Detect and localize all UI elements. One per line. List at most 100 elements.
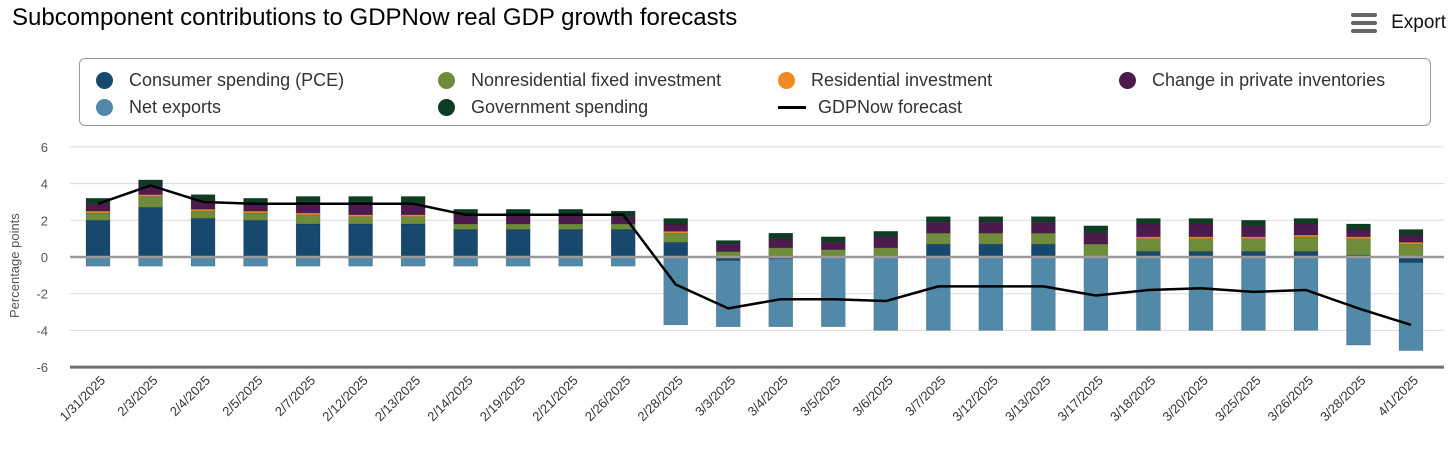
legend-item-inventories[interactable]: Change in private inventories xyxy=(1119,70,1385,91)
legend-item-pce[interactable]: Consumer spending (PCE) xyxy=(96,70,344,91)
bar-segment-pce[interactable] xyxy=(453,229,478,258)
bar-segment-inventories[interactable] xyxy=(505,214,531,225)
bar-segment-net-exports[interactable] xyxy=(505,256,531,267)
bar-segment-nonres[interactable] xyxy=(1083,243,1109,258)
legend-item-residential[interactable]: Residential investment xyxy=(778,70,992,91)
bar-segment-inventories[interactable] xyxy=(1188,223,1214,238)
bar-segment-nonres[interactable] xyxy=(1346,238,1371,256)
bar-segment-inventories[interactable] xyxy=(1083,232,1109,245)
bar-segment-government[interactable] xyxy=(1031,216,1056,223)
bar-segment-nonres[interactable] xyxy=(663,232,688,243)
bar-segment-pce[interactable] xyxy=(558,229,583,258)
bar-segment-inventories[interactable] xyxy=(1398,234,1424,243)
bar-segment-inventories[interactable] xyxy=(663,223,688,232)
bar-segment-residential[interactable] xyxy=(1136,236,1161,239)
bar-segment-nonres[interactable] xyxy=(453,223,478,230)
bar-segment-nonres[interactable] xyxy=(873,247,899,258)
bar-segment-inventories[interactable] xyxy=(926,221,951,234)
bar-segment-net-exports[interactable] xyxy=(348,256,373,267)
bar-segment-net-exports[interactable] xyxy=(138,256,163,267)
bar-segment-net-exports[interactable] xyxy=(1031,256,1056,331)
bar-segment-pce[interactable] xyxy=(138,207,163,258)
bar-segment-residential[interactable] xyxy=(85,210,111,214)
bar-segment-government[interactable] xyxy=(295,196,321,203)
bar-segment-pce[interactable] xyxy=(663,242,688,258)
bar-segment-net-exports[interactable] xyxy=(873,256,899,331)
bar-segment-residential[interactable] xyxy=(400,214,426,217)
bar-segment-inventories[interactable] xyxy=(1293,223,1319,236)
bar-segment-government[interactable] xyxy=(715,240,741,245)
bar-segment-government[interactable] xyxy=(1188,218,1214,225)
export-button[interactable]: Export xyxy=(1351,12,1446,34)
bar-segment-residential[interactable] xyxy=(190,209,216,212)
bar-segment-government[interactable] xyxy=(978,216,1004,223)
bar-segment-government[interactable] xyxy=(1346,223,1371,230)
bar-segment-net-exports[interactable] xyxy=(1241,256,1266,331)
bar-segment-net-exports[interactable] xyxy=(400,256,426,267)
legend-item-nonres[interactable]: Nonresidential fixed investment xyxy=(438,70,721,91)
bar-segment-pce[interactable] xyxy=(295,223,321,258)
bar-segment-nonres[interactable] xyxy=(295,214,321,225)
bar-segment-inventories[interactable] xyxy=(768,238,794,249)
bar-segment-residential[interactable] xyxy=(663,231,688,234)
bar-segment-net-exports[interactable] xyxy=(1136,256,1161,331)
bar-segment-net-exports[interactable] xyxy=(1188,256,1214,331)
bar-segment-residential[interactable] xyxy=(1293,234,1319,238)
bar-segment-residential[interactable] xyxy=(1241,236,1266,239)
bar-segment-inventories[interactable] xyxy=(558,214,583,225)
bar-segment-net-exports[interactable] xyxy=(558,256,583,267)
bar-segment-net-exports[interactable] xyxy=(190,256,216,267)
bar-segment-nonres[interactable] xyxy=(1136,238,1161,252)
bar-segment-inventories[interactable] xyxy=(1031,221,1056,234)
bar-segment-nonres[interactable] xyxy=(558,223,583,230)
bar-segment-net-exports[interactable] xyxy=(768,258,794,327)
bar-segment-residential[interactable] xyxy=(1346,236,1371,239)
hamburger-menu-icon[interactable] xyxy=(1351,13,1378,33)
bar-segment-net-exports[interactable] xyxy=(610,256,636,267)
bar-segment-net-exports[interactable] xyxy=(243,256,268,267)
bar-segment-residential[interactable] xyxy=(1188,236,1214,239)
bar-segment-nonres[interactable] xyxy=(1031,232,1056,245)
bar-segment-pce[interactable] xyxy=(926,243,951,258)
legend-item-government[interactable]: Government spending xyxy=(438,97,648,118)
bar-segment-nonres[interactable] xyxy=(978,232,1004,245)
bar-segment-government[interactable] xyxy=(1241,220,1266,227)
bar-segment-inventories[interactable] xyxy=(85,203,111,212)
bar-segment-nonres[interactable] xyxy=(505,223,531,230)
bar-segment-net-exports[interactable] xyxy=(821,256,846,327)
bar-segment-pce[interactable] xyxy=(348,223,373,258)
bar-segment-net-exports[interactable] xyxy=(926,256,951,331)
bar-segment-pce[interactable] xyxy=(505,229,531,258)
bar-segment-nonres[interactable] xyxy=(85,212,111,221)
bar-segment-pce[interactable] xyxy=(1031,243,1056,258)
bar-segment-government[interactable] xyxy=(926,216,951,223)
bar-segment-residential[interactable] xyxy=(348,214,373,217)
bar-segment-net-exports[interactable] xyxy=(85,256,111,267)
bar-segment-government[interactable] xyxy=(1293,218,1319,225)
bar-segment-pce[interactable] xyxy=(190,218,216,258)
bar-segment-nonres[interactable] xyxy=(1188,238,1214,252)
bar-segment-pce[interactable] xyxy=(400,223,426,258)
bar-segment-inventories[interactable] xyxy=(1241,225,1266,238)
bar-segment-nonres[interactable] xyxy=(1398,243,1424,258)
bar-segment-inventories[interactable] xyxy=(1346,229,1371,238)
bar-segment-pce[interactable] xyxy=(243,220,268,258)
bar-segment-inventories[interactable] xyxy=(978,221,1004,234)
bar-segment-inventories[interactable] xyxy=(453,214,478,225)
legend-item-net-exports[interactable]: Net exports xyxy=(96,97,221,118)
bar-segment-net-exports[interactable] xyxy=(715,260,741,327)
bar-segment-government[interactable] xyxy=(663,218,688,225)
bar-segment-nonres[interactable] xyxy=(400,216,426,225)
bar-segment-inventories[interactable] xyxy=(821,242,846,250)
bar-segment-nonres[interactable] xyxy=(926,232,951,245)
bar-segment-residential[interactable] xyxy=(138,194,163,197)
bar-segment-inventories[interactable] xyxy=(1136,223,1161,238)
bar-segment-government[interactable] xyxy=(768,232,794,239)
bar-segment-government[interactable] xyxy=(873,231,899,238)
bar-segment-residential[interactable] xyxy=(243,210,268,214)
bar-segment-inventories[interactable] xyxy=(715,243,741,252)
bar-segment-net-exports[interactable] xyxy=(295,256,321,267)
bar-segment-residential[interactable] xyxy=(295,212,321,216)
bar-segment-net-exports[interactable] xyxy=(1346,256,1371,346)
bar-segment-nonres[interactable] xyxy=(243,212,268,221)
